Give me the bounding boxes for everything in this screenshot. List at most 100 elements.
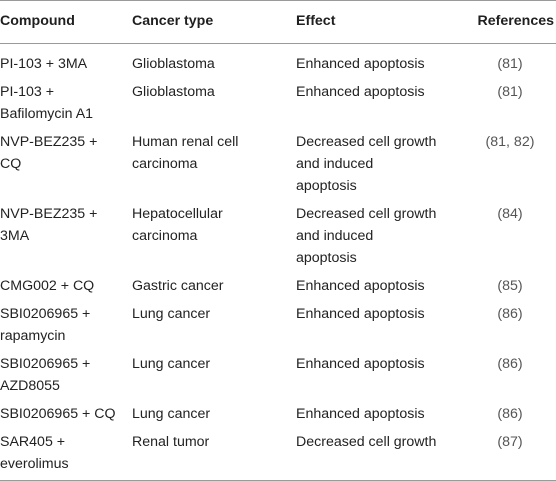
cell-effect: Enhanced apoptosis [296, 297, 464, 347]
cell-cancer-type-line: Lung cancer [132, 306, 211, 322]
cell-references[interactable]: (81, 82) [464, 125, 556, 197]
cell-compound: SBI0206965 + rapamycin [0, 297, 132, 347]
table-body: PI-103 + 3MA Glioblastoma Enhanced apoptos… [0, 44, 556, 481]
cell-effect-line: Enhanced apoptosis [296, 56, 425, 72]
cell-effect-line: apoptosis [296, 250, 357, 266]
cell-compound: NVP-BEZ235 + 3MA [0, 197, 132, 269]
cell-references[interactable]: (85) [464, 269, 556, 297]
header-cancer-type: Cancer type [132, 0, 296, 44]
reference-link[interactable]: (87) [497, 434, 523, 450]
cell-compound: PI-103 + Bafilomycin A1 [0, 75, 132, 125]
cell-cancer-type-line: Gastric cancer [132, 278, 224, 294]
cell-compound-line: AZD8055 [0, 378, 60, 394]
cell-compound-line: NVP-BEZ235 + [0, 134, 98, 150]
table-row: NVP-BEZ235 + 3MA Hepatocellular carcinoma De… [0, 197, 556, 269]
header-compound: Compound [0, 0, 132, 44]
cell-references[interactable]: (86) [464, 347, 556, 397]
cell-cancer-type: Glioblastoma [132, 75, 296, 125]
cell-cancer-type-line: Lung cancer [132, 406, 211, 422]
table-row: SBI0206965 + rapamycin Lung cancer Enhanced… [0, 297, 556, 347]
cell-cancer-type: Lung cancer [132, 297, 296, 347]
cell-effect: Enhanced apoptosis [296, 75, 464, 125]
cell-effect: Enhanced apoptosis [296, 397, 464, 425]
cell-cancer-type-line: Human renal cell [132, 134, 239, 150]
cell-compound-line: SAR405 + [0, 434, 66, 450]
table-row: NVP-BEZ235 + CQ Human renal cell carcinoma D… [0, 125, 556, 197]
cell-cancer-type: Gastric cancer [132, 269, 296, 297]
cell-compound-line: 3MA [0, 228, 30, 244]
cell-cancer-type-line: Glioblastoma [132, 84, 215, 100]
cell-effect-line: Decreased cell growth [296, 434, 437, 450]
table-row: SBI0206965 + CQ Lung cancer Enhanced apopt… [0, 397, 556, 425]
cell-compound: PI-103 + 3MA [0, 44, 132, 76]
reference-link[interactable]: (86) [497, 356, 523, 372]
cell-references[interactable]: (87) [464, 425, 556, 481]
table-row: PI-103 + Bafilomycin A1 Glioblastoma Enhanc… [0, 75, 556, 125]
cell-cancer-type: Lung cancer [132, 347, 296, 397]
cell-effect-line: Enhanced apoptosis [296, 356, 425, 372]
cell-compound-line: Bafilomycin A1 [0, 106, 94, 122]
cell-compound: NVP-BEZ235 + CQ [0, 125, 132, 197]
table-row: SBI0206965 + AZD8055 Lung cancer Enhanced a… [0, 347, 556, 397]
reference-link[interactable]: (81, 82) [485, 134, 535, 150]
cell-cancer-type: Renal tumor [132, 425, 296, 481]
table-row: SAR405 + everolimus Renal tumor Decreased c… [0, 425, 556, 481]
reference-link[interactable]: (85) [497, 278, 523, 294]
cell-effect: Enhanced apoptosis [296, 269, 464, 297]
cell-references[interactable]: (81) [464, 44, 556, 76]
cell-effect: Decreased cell growth [296, 425, 464, 481]
cell-compound: SAR405 + everolimus [0, 425, 132, 481]
cell-effect: Enhanced apoptosis [296, 347, 464, 397]
cell-cancer-type: Glioblastoma [132, 44, 296, 76]
cell-cancer-type-line: carcinoma [132, 228, 198, 244]
header-references: References [464, 0, 556, 44]
cell-effect-line: Decreased cell growth [296, 206, 437, 222]
cell-effect-line: Decreased cell growth [296, 134, 437, 150]
cell-references[interactable]: (86) [464, 397, 556, 425]
reference-link[interactable]: (81) [497, 84, 523, 100]
reference-link[interactable]: (86) [497, 406, 523, 422]
cell-effect-line: and induced [296, 156, 374, 172]
cell-effect-line: Enhanced apoptosis [296, 84, 425, 100]
cell-effect: Decreased cell growth and induced apoptosi… [296, 197, 464, 269]
cell-compound-line: PI-103 + 3MA [0, 56, 88, 72]
cell-effect-line: Enhanced apoptosis [296, 278, 425, 294]
cell-compound: SBI0206965 + CQ [0, 397, 132, 425]
cell-compound-line: rapamycin [0, 328, 66, 344]
cell-cancer-type-line: Renal tumor [132, 434, 210, 450]
cell-references[interactable]: (86) [464, 297, 556, 347]
cell-compound: CMG002 + CQ [0, 269, 132, 297]
reference-link[interactable]: (81) [497, 56, 523, 72]
cell-cancer-type-line: carcinoma [132, 156, 198, 172]
reference-link[interactable]: (84) [497, 206, 523, 222]
cell-references[interactable]: (81) [464, 75, 556, 125]
cell-effect-line: Enhanced apoptosis [296, 406, 425, 422]
cell-compound-line: SBI0206965 + [0, 356, 91, 372]
cell-effect-line: and induced [296, 228, 374, 244]
cell-compound-line: SBI0206965 + CQ [0, 406, 116, 422]
cell-compound-line: NVP-BEZ235 + [0, 206, 98, 222]
table-row: PI-103 + 3MA Glioblastoma Enhanced apoptos… [0, 44, 556, 76]
cell-cancer-type: Hepatocellular carcinoma [132, 197, 296, 269]
cell-compound-line: CMG002 + CQ [0, 278, 95, 294]
cell-compound-line: everolimus [0, 456, 69, 472]
table-row: CMG002 + CQ Gastric cancer Enhanced apopto… [0, 269, 556, 297]
cell-compound-line: CQ [0, 156, 22, 172]
cell-cancer-type: Human renal cell carcinoma [132, 125, 296, 197]
cell-references[interactable]: (84) [464, 197, 556, 269]
header-row: Compound Cancer type Effect References [0, 0, 556, 44]
cell-effect-line: apoptosis [296, 178, 357, 194]
cell-compound-line: SBI0206965 + [0, 306, 91, 322]
cell-compound-line: PI-103 + [0, 84, 55, 100]
cell-compound: SBI0206965 + AZD8055 [0, 347, 132, 397]
cell-cancer-type-line: Glioblastoma [132, 56, 215, 72]
header-effect: Effect [296, 0, 464, 44]
cell-effect-line: Enhanced apoptosis [296, 306, 425, 322]
reference-link[interactable]: (86) [497, 306, 523, 322]
cell-cancer-type-line: Lung cancer [132, 356, 211, 372]
cell-cancer-type-line: Hepatocellular [132, 206, 223, 222]
cell-effect: Decreased cell growth and induced apoptosi… [296, 125, 464, 197]
cell-cancer-type: Lung cancer [132, 397, 296, 425]
